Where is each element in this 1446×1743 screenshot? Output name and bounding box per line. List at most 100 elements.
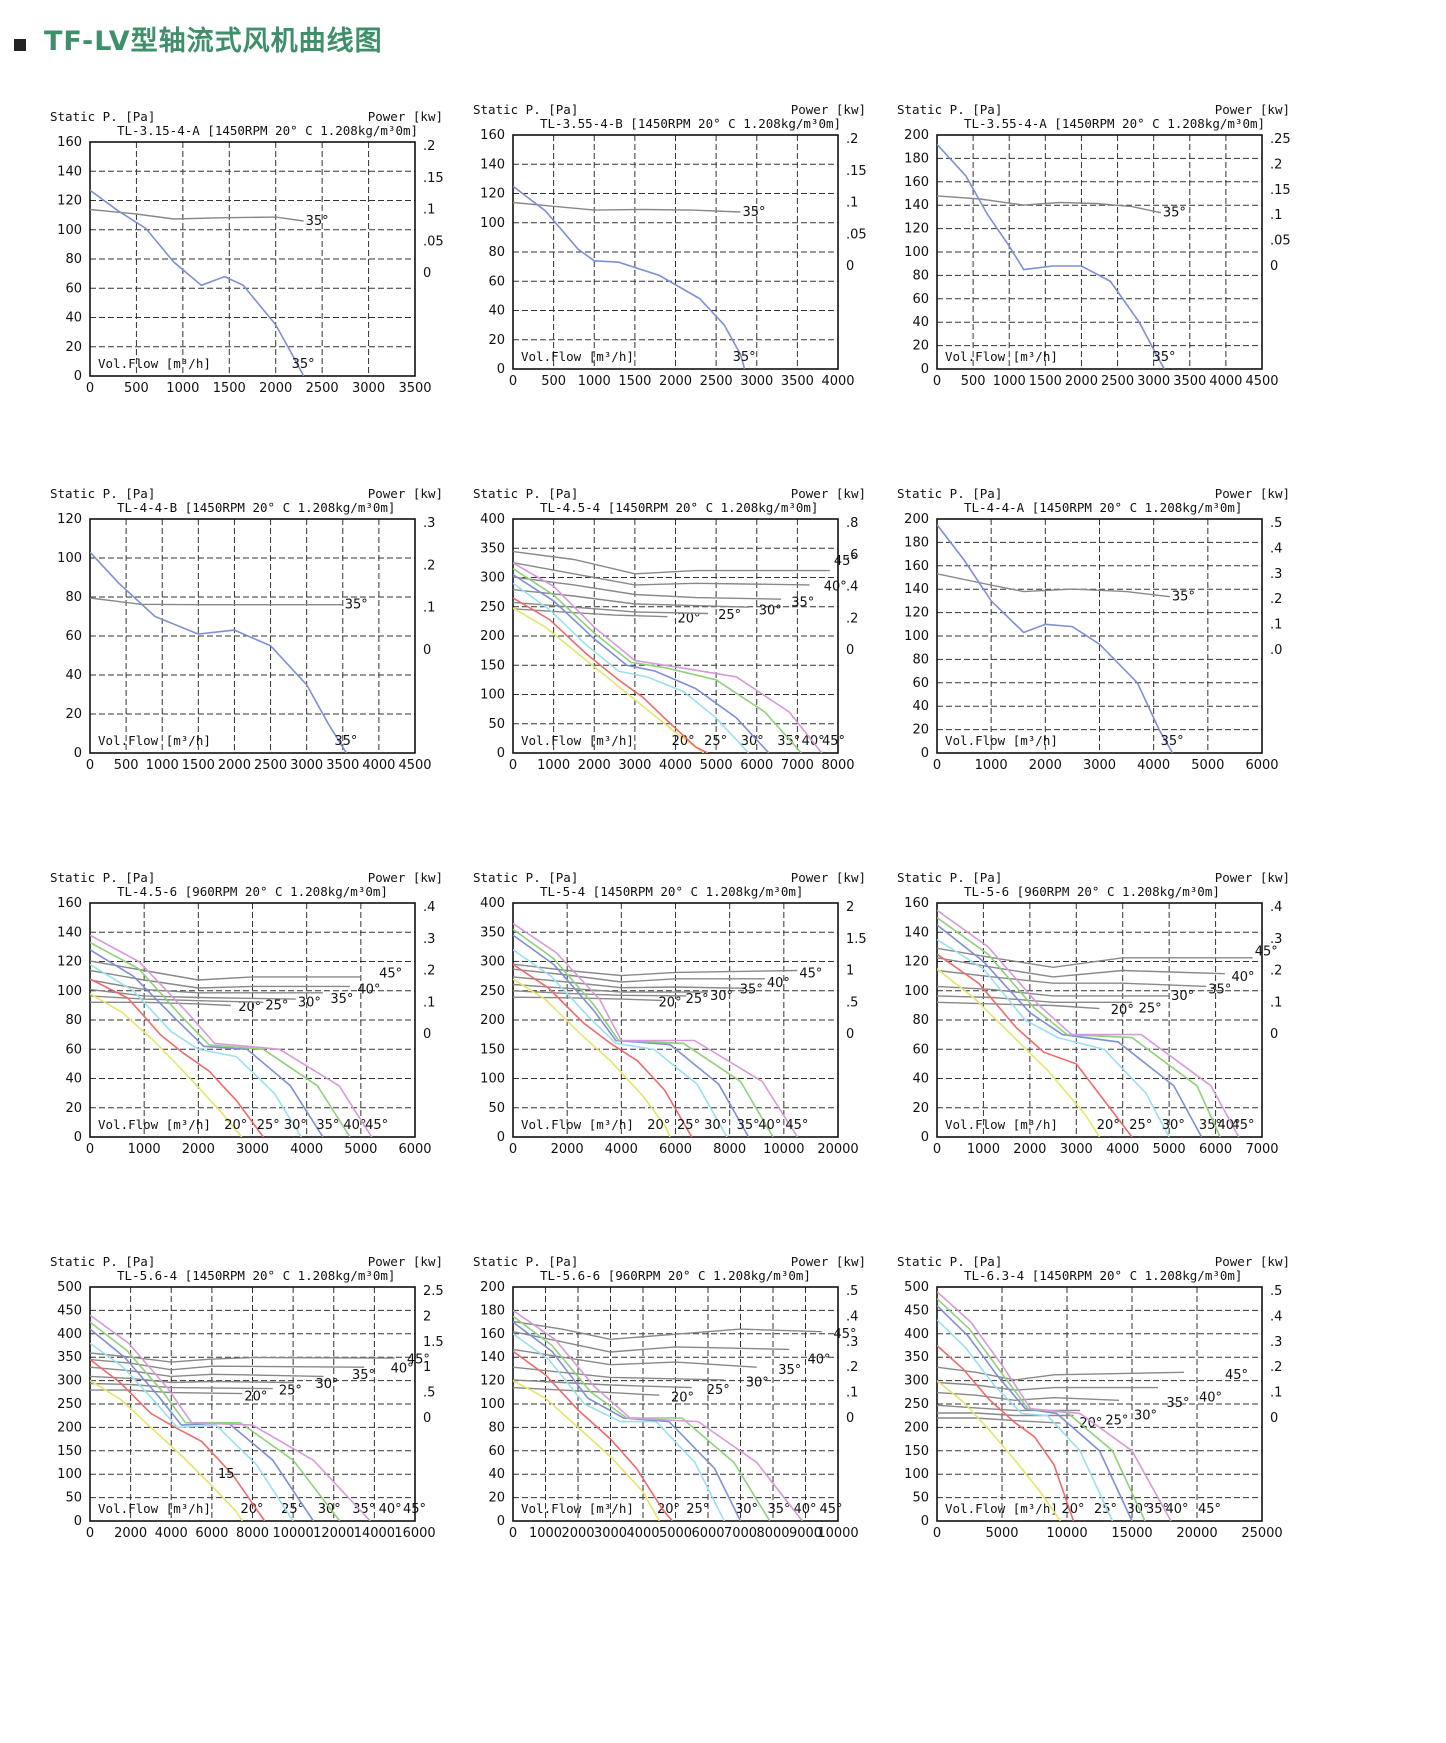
pressure-curve-25deg [513, 963, 693, 1137]
power-curve-label: 35° [345, 598, 368, 613]
fan-curve-chart-tl-6-3-4: Static P. [Pa] Power [kw] TL-6.3-4 [1450RP… [892, 1250, 1332, 1595]
power-tick-label: 2.5 [423, 1284, 444, 1299]
x-tick-label: 500 [541, 374, 566, 389]
x-tick-label: 4500 [398, 758, 431, 773]
power-curve-30deg [90, 1375, 294, 1384]
y-tick-label: 120 [904, 955, 929, 970]
power-curve-label: 35° [352, 1368, 375, 1383]
x-tick-label: 0 [933, 374, 941, 389]
y-axis-label: Static P. [Pa] [473, 870, 578, 885]
x-axis-label: Vol.Flow [m³/h] [945, 1117, 1058, 1132]
power-curve-label: 40° [1232, 970, 1255, 985]
y-tick-label: 180 [904, 535, 929, 550]
power-tick-label: .4 [846, 1309, 858, 1324]
pressure-curve-label: 20° [241, 1502, 264, 1517]
power-tick-label: .1 [846, 1386, 858, 1401]
power-tick-label: .2 [1270, 964, 1282, 979]
y-tick-label: 350 [480, 541, 505, 556]
pressure-curve-45deg [513, 922, 799, 1137]
x-tick-label: 5000 [700, 758, 733, 773]
power-tick-label: .1 [1270, 995, 1282, 1010]
y-tick-label: 120 [57, 955, 82, 970]
fan-curve-chart-tl-5-4: Static P. [Pa] Power [kw] TL-5-4 [1450RPM … [468, 866, 908, 1211]
power-curve-45deg [90, 960, 361, 981]
title-bullet-square [14, 39, 26, 51]
pressure-curve-25deg [937, 1344, 1075, 1521]
x-tick-label: 2000 [218, 758, 251, 773]
y-tick-label: 120 [57, 194, 82, 209]
x-tick-label: 2500 [1101, 374, 1134, 389]
chart-svg: Static P. [Pa] Power [kw]TL-4.5-4 [1450RP… [473, 486, 866, 773]
pressure-curve-35deg [513, 1321, 742, 1521]
y-axis-label: Static P. [Pa] [50, 109, 155, 124]
grid [937, 903, 1262, 1137]
x-tick-label: 0 [509, 758, 517, 773]
power-tick-label: .2 [1270, 592, 1282, 607]
y-tick-label: 60 [65, 629, 82, 644]
x-tick-label: 3000 [352, 381, 385, 396]
power-tick-label: .1 [1270, 208, 1282, 223]
plot-frame [512, 1286, 839, 1522]
y-tick-label: 60 [912, 676, 929, 691]
power-curve-label: 35° [1167, 1396, 1190, 1411]
y-tick-label: 160 [57, 896, 82, 911]
pressure-curve-label: 30° [318, 1502, 341, 1517]
x-axis-label: Vol.Flow [m³/h] [521, 1501, 634, 1516]
y-tick-label: 180 [904, 151, 929, 166]
pressure-curve-label: 20° [1097, 1118, 1120, 1133]
y-tick-label: 0 [74, 1514, 82, 1529]
power-axis-label: Power [kw] [1215, 102, 1290, 117]
x-tick-label: 4000 [821, 374, 854, 389]
power-tick-label: .3 [1270, 1335, 1282, 1350]
power-curve-label: 25° [707, 1383, 730, 1398]
y-tick-label: 200 [480, 1013, 505, 1028]
x-tick-label: 16000 [394, 1526, 435, 1541]
power-tick-label: .4 [1270, 900, 1282, 915]
y-tick-label: 200 [904, 512, 929, 527]
power-curve-40deg [937, 1381, 1158, 1391]
power-tick-label: 0 [846, 1411, 854, 1426]
x-tick-label: 0 [509, 1142, 517, 1157]
y-tick-label: 0 [921, 1514, 929, 1529]
chart-svg: Static P. [Pa] Power [kw]TL-3.55-4-B [145… [473, 102, 867, 389]
y-tick-label: 20 [912, 723, 929, 738]
y-tick-label: 140 [904, 198, 929, 213]
power-curve-label: 40° [357, 983, 380, 998]
power-curve-label: 25° [686, 992, 709, 1007]
x-tick-label: 20000 [1176, 1526, 1217, 1541]
x-tick-label: 3000 [1083, 758, 1116, 773]
y-tick-label: 160 [904, 175, 929, 190]
power-curve-label: 30° [315, 1377, 338, 1392]
y-axis-label: Static P. [Pa] [473, 1254, 578, 1269]
pressure-curve-35deg [513, 185, 746, 369]
x-tick-label: 4000 [659, 758, 692, 773]
power-curve-label: 35° [330, 992, 353, 1007]
y-tick-label: 150 [904, 1444, 929, 1459]
y-tick-label: 40 [65, 1072, 82, 1087]
x-axis-label: Vol.Flow [m³/h] [521, 733, 634, 748]
pressure-curve-20deg [937, 1379, 1062, 1521]
power-curve-40deg [513, 968, 765, 983]
power-curve-20deg [937, 1417, 1061, 1424]
y-tick-label: 140 [57, 164, 82, 179]
power-tick-label: .1 [1270, 1386, 1282, 1401]
x-tick-label: 5000 [1191, 758, 1224, 773]
y-tick-label: 20 [912, 339, 929, 354]
power-curve-45deg [513, 963, 798, 977]
y-tick-label: 140 [904, 925, 929, 940]
pressure-curve-label: 35° [737, 1118, 760, 1133]
y-tick-label: 60 [65, 281, 82, 296]
y-axis-label: Static P. [Pa] [50, 870, 155, 885]
y-tick-label: 80 [912, 268, 929, 283]
x-tick-label: 0 [86, 381, 94, 396]
power-curve-20deg [937, 1001, 1100, 1010]
y-tick-label: 50 [488, 717, 505, 732]
power-tick-label: 1.5 [846, 932, 867, 947]
chart-svg: Static P. [Pa] Power [kw]TL-6.3-4 [1450RP… [897, 1254, 1290, 1541]
power-tick-label: 0 [846, 643, 854, 658]
power-axis-label: Power [kw] [368, 1254, 443, 1269]
y-tick-label: 400 [480, 512, 505, 527]
x-tick-label: 12000 [313, 1526, 354, 1541]
power-curve-label: 30° [298, 995, 321, 1010]
power-tick-label: .5 [423, 1386, 435, 1401]
